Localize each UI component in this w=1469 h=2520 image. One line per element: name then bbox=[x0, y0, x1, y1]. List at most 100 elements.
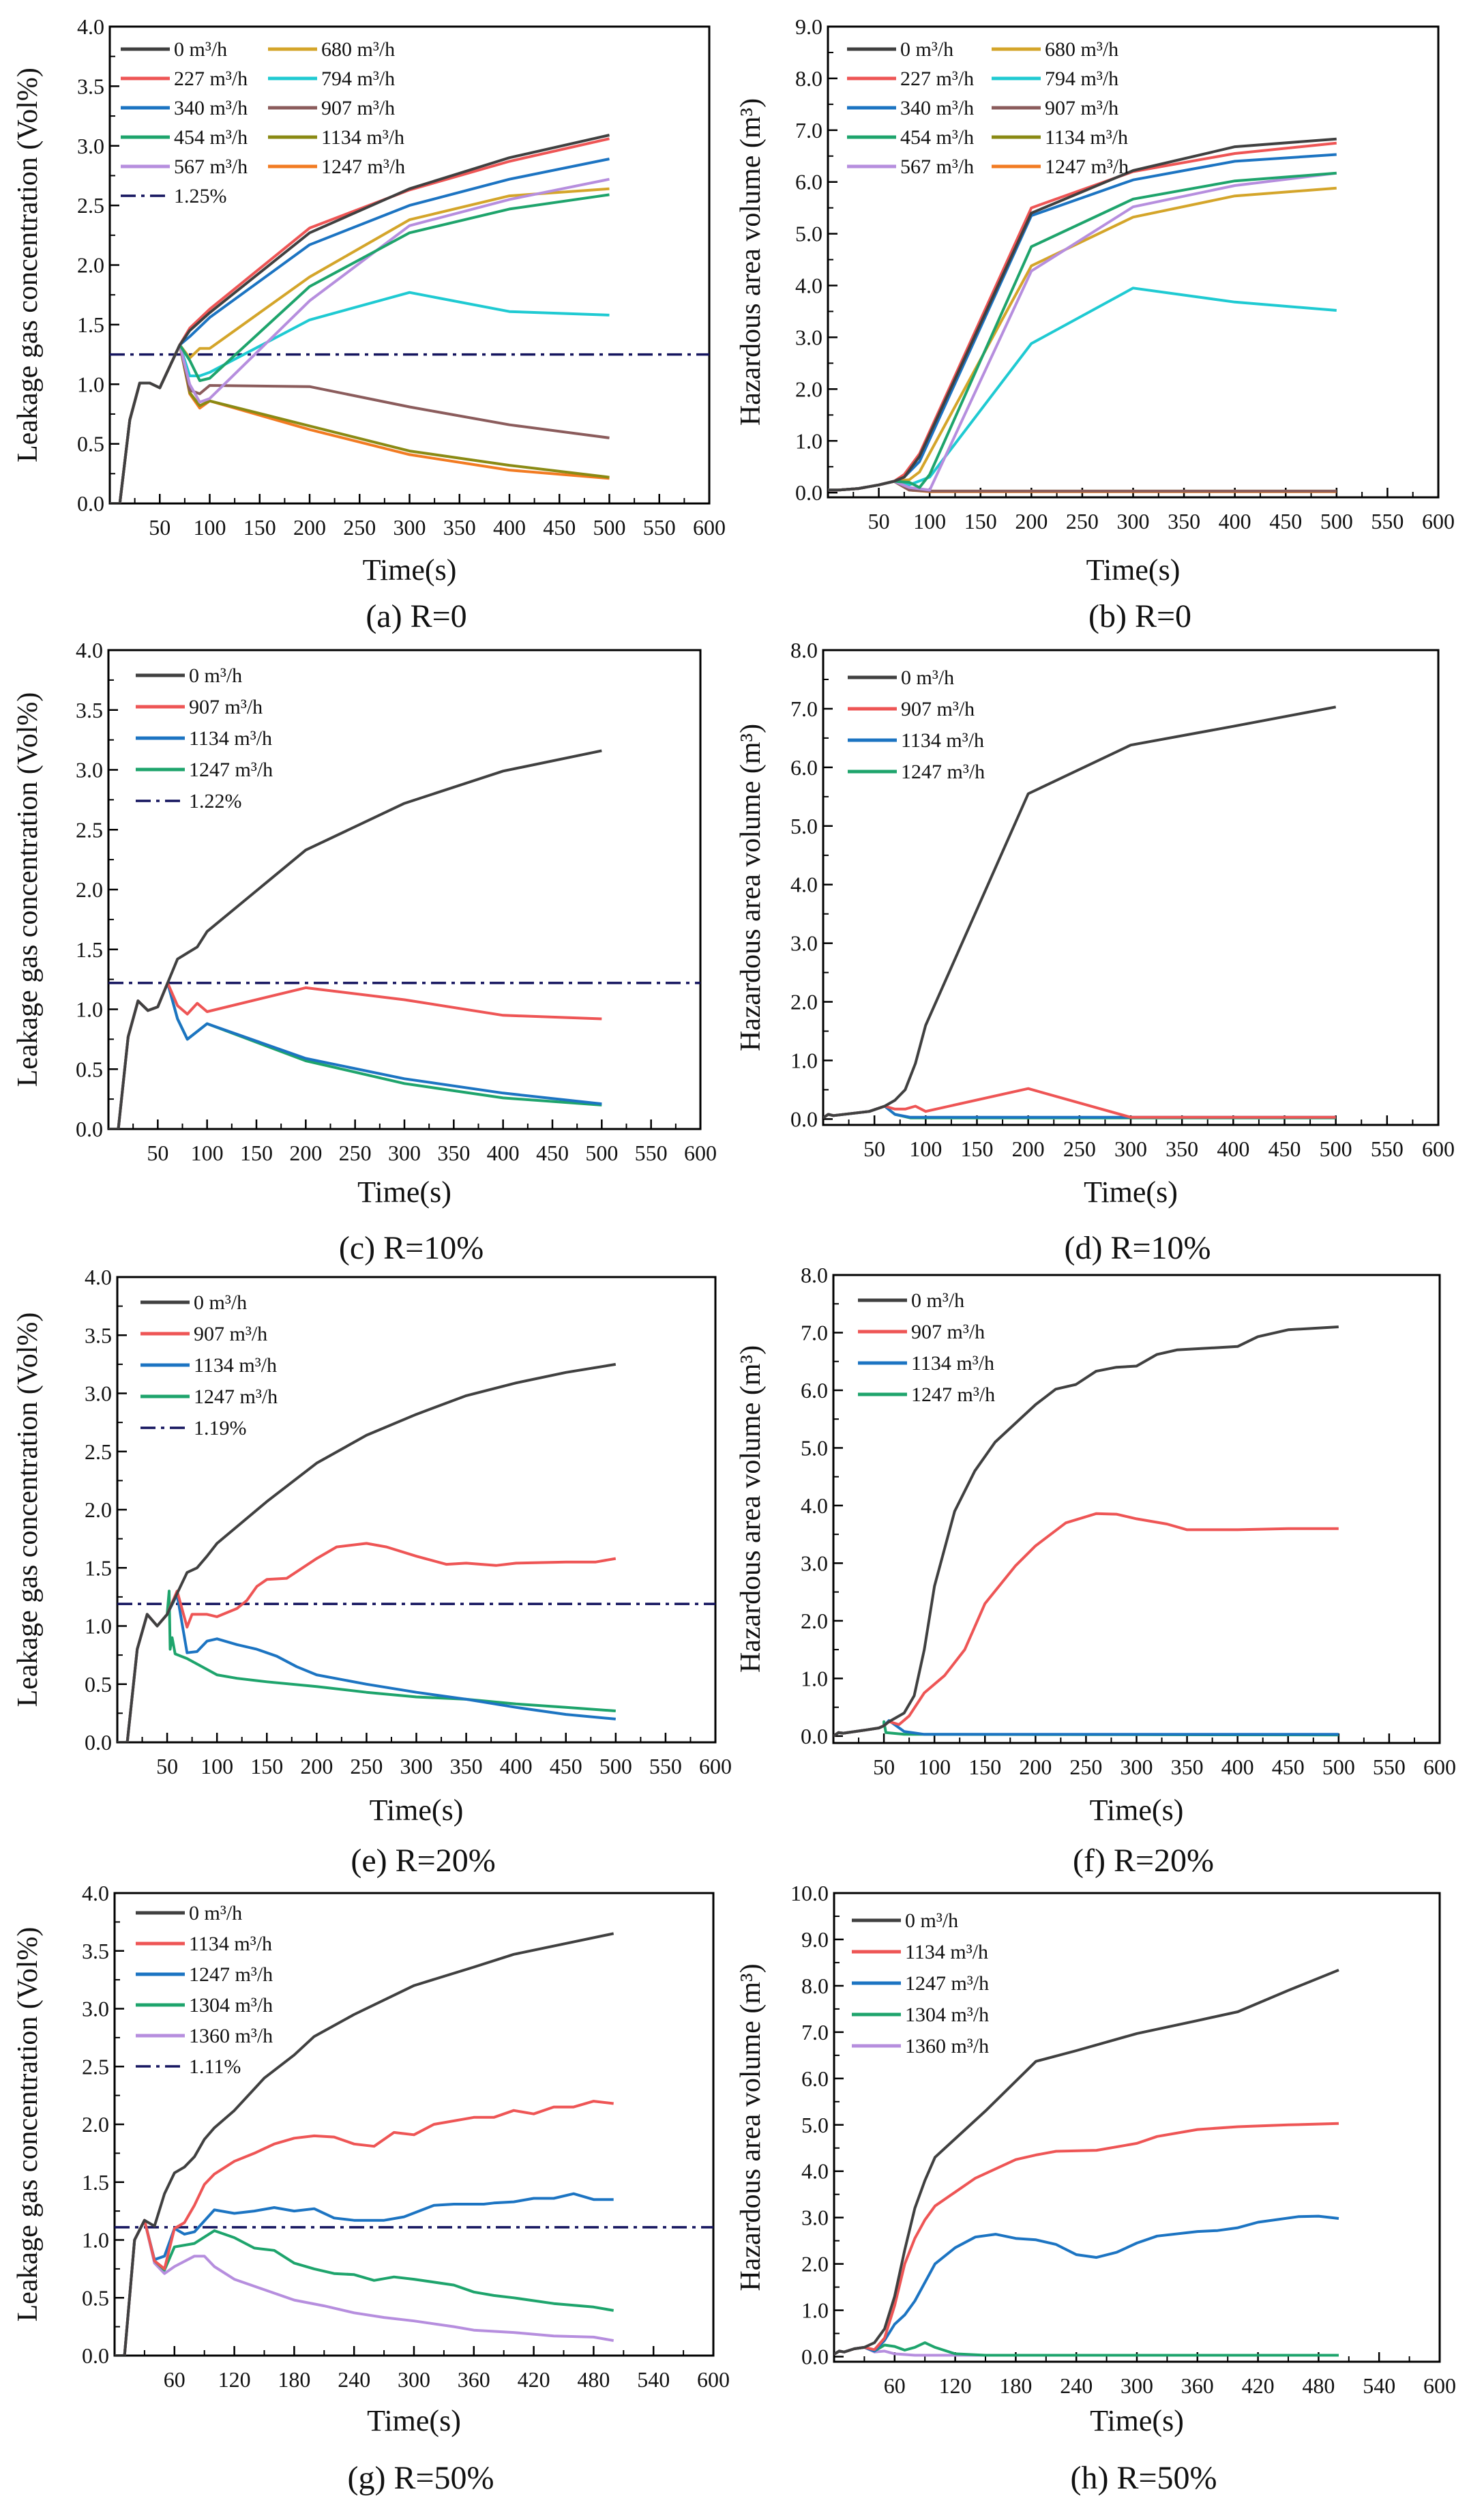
y-tick-label: 4.0 bbox=[85, 1265, 112, 1289]
series-line-907 bbox=[823, 1087, 1336, 1119]
legend-label: 907 m³/h bbox=[321, 97, 395, 119]
legend: 0 m³/h 907 m³/h 1134 m³/h 1247 m³/h bbox=[858, 1289, 995, 1406]
legend-label: 1247 m³/h bbox=[901, 761, 985, 783]
series-line-0 bbox=[823, 705, 1337, 1119]
x-tick-label: 600 bbox=[1422, 509, 1455, 533]
x-tick-label: 100 bbox=[201, 1754, 233, 1778]
legend-label: 1134 m³/h bbox=[189, 1933, 272, 1955]
y-tick-label: 8.0 bbox=[801, 1974, 829, 1998]
y-axis-label: Leakage gas concentration (Vol%) bbox=[12, 68, 44, 463]
x-tick-label: 550 bbox=[649, 1754, 682, 1778]
legend: 0 m³/h 1134 m³/h 1247 m³/h 1304 m³/h 1360 m³… bbox=[136, 1902, 273, 2078]
y-axis-label: Hazardous area volume (m³) bbox=[735, 98, 767, 426]
panel-caption: (h) R=50% bbox=[1070, 2460, 1217, 2496]
x-tick-label: 600 bbox=[1423, 2373, 1456, 2398]
y-axis-label: Hazardous area volume (m³) bbox=[735, 724, 767, 1051]
y-tick-label: 2.0 bbox=[85, 1497, 112, 1522]
y-tick-label: 0.5 bbox=[76, 1057, 103, 1081]
x-tick-label: 150 bbox=[961, 1137, 994, 1161]
x-tick-label: 50 bbox=[868, 509, 890, 533]
x-tick-label: 300 bbox=[398, 2367, 430, 2392]
y-tick-label: 2.0 bbox=[77, 253, 104, 278]
legend-label: 680 m³/h bbox=[1045, 38, 1118, 61]
legend-label: 794 m³/h bbox=[321, 68, 395, 90]
legend-label: 1134 m³/h bbox=[194, 1354, 277, 1377]
legend-label: 567 m³/h bbox=[174, 156, 248, 178]
y-tick-label: 2.5 bbox=[76, 817, 103, 842]
y-tick-label: 1.5 bbox=[82, 2170, 109, 2195]
x-tick-label: 600 bbox=[697, 2367, 730, 2392]
plot-frame bbox=[833, 1892, 1441, 2363]
legend-label: 227 m³/h bbox=[900, 68, 974, 90]
y-tick-label: 6.0 bbox=[795, 170, 822, 194]
series-line-454 bbox=[110, 193, 610, 503]
y-tick-label: 8.0 bbox=[790, 638, 818, 662]
legend-label: 454 m³/h bbox=[900, 126, 974, 149]
legend-label: 454 m³/h bbox=[174, 126, 248, 149]
y-tick-label: 3.5 bbox=[76, 698, 103, 722]
x-tick-label: 60 bbox=[164, 2367, 186, 2392]
y-tick-label: 3.0 bbox=[76, 758, 103, 782]
panel-caption: (f) R=20% bbox=[1073, 1843, 1214, 1879]
legend-label: 1134 m³/h bbox=[189, 727, 272, 750]
x-tick-label: 500 bbox=[585, 1141, 618, 1165]
legend-label: 907 m³/h bbox=[189, 696, 263, 718]
y-tick-label: 2.0 bbox=[801, 2252, 829, 2276]
y-tick-label: 2.0 bbox=[795, 377, 822, 401]
legend-label: 0 m³/h bbox=[189, 664, 242, 687]
panel-caption: (d) R=10% bbox=[1064, 1230, 1211, 1266]
x-tick-label: 250 bbox=[1069, 1755, 1102, 1779]
x-tick-label: 600 bbox=[1423, 1755, 1456, 1779]
series-line-0 bbox=[833, 1325, 1339, 1738]
x-tick-label: 350 bbox=[1168, 509, 1200, 533]
y-axis-label: Hazardous area volume (m³) bbox=[735, 1963, 767, 2291]
x-tick-label: 550 bbox=[1371, 509, 1404, 533]
legend-label: 1.25% bbox=[174, 185, 227, 207]
series-line-454 bbox=[828, 171, 1337, 492]
y-tick-label: 2.0 bbox=[82, 2112, 109, 2137]
x-tick-label: 350 bbox=[1166, 1137, 1198, 1161]
legend-label: 1247 m³/h bbox=[189, 1963, 273, 1986]
x-tick-label: 300 bbox=[388, 1141, 421, 1165]
y-tick-label: 1.0 bbox=[801, 2298, 829, 2323]
legend-label: 0 m³/h bbox=[174, 38, 227, 61]
y-tick-label: 0.5 bbox=[85, 1672, 112, 1697]
x-tick-label: 420 bbox=[1242, 2373, 1275, 2398]
x-tick-label: 100 bbox=[913, 509, 946, 533]
legend-label: 1304 m³/h bbox=[189, 1994, 273, 2017]
panel-b: 50 100 150 200 250 300 350 400 450 500 550 600 0.0 1.… bbox=[735, 14, 1455, 634]
y-tick-label: 2.5 bbox=[85, 1439, 112, 1464]
legend-label: 1134 m³/h bbox=[901, 729, 984, 752]
y-tick-label: 2.5 bbox=[82, 2054, 109, 2079]
y-tick-label: 9.0 bbox=[801, 1927, 829, 1952]
x-tick-label: 450 bbox=[550, 1754, 582, 1778]
legend-label: 1247 m³/h bbox=[905, 1972, 989, 1995]
x-tick-label: 420 bbox=[518, 2367, 550, 2392]
legend-label: 1247 m³/h bbox=[1045, 156, 1129, 178]
y-tick-label: 3.5 bbox=[85, 1323, 112, 1347]
y-tick-label: 2.0 bbox=[76, 877, 103, 902]
legend-label: 340 m³/h bbox=[900, 97, 974, 119]
y-tick-label: 7.0 bbox=[790, 697, 818, 721]
panel-caption: (a) R=0 bbox=[366, 598, 466, 634]
x-tick-label: 450 bbox=[1272, 1755, 1305, 1779]
x-tick-label: 300 bbox=[1114, 1137, 1147, 1161]
y-tick-label: 4.0 bbox=[82, 1881, 109, 1905]
x-tick-label: 200 bbox=[1019, 1755, 1052, 1779]
legend-label: 1247 m³/h bbox=[321, 156, 405, 178]
x-axis-label: Time(s) bbox=[1084, 1175, 1178, 1209]
y-tick-label: 0.0 bbox=[82, 2343, 109, 2368]
y-tick-label: 0.0 bbox=[790, 1107, 818, 1131]
y-tick-label: 1.0 bbox=[85, 1614, 112, 1639]
x-tick-label: 150 bbox=[243, 515, 276, 540]
x-tick-label: 200 bbox=[293, 515, 326, 540]
y-tick-label: 4.0 bbox=[801, 1493, 828, 1518]
series-line-0 bbox=[110, 134, 610, 503]
y-tick-label: 1.0 bbox=[77, 372, 104, 396]
x-tick-label: 120 bbox=[218, 2367, 251, 2392]
y-tick-label: 1.0 bbox=[795, 428, 822, 453]
series-line-1247 bbox=[834, 2214, 1339, 2356]
legend-label: 340 m³/h bbox=[174, 97, 248, 119]
x-tick-label: 100 bbox=[194, 515, 226, 540]
y-tick-label: 8.0 bbox=[801, 1263, 828, 1287]
